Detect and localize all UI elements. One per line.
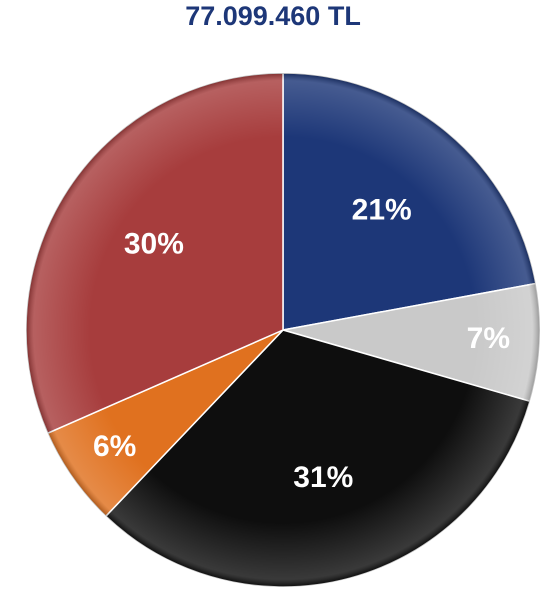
data-label: 30%	[124, 228, 184, 261]
data-label: 6%	[93, 430, 136, 463]
data-label: 31%	[293, 461, 353, 494]
data-label: 21%	[352, 193, 412, 226]
chart-title: 77.099.460 TL	[185, 1, 361, 31]
data-label: 7%	[467, 322, 510, 355]
